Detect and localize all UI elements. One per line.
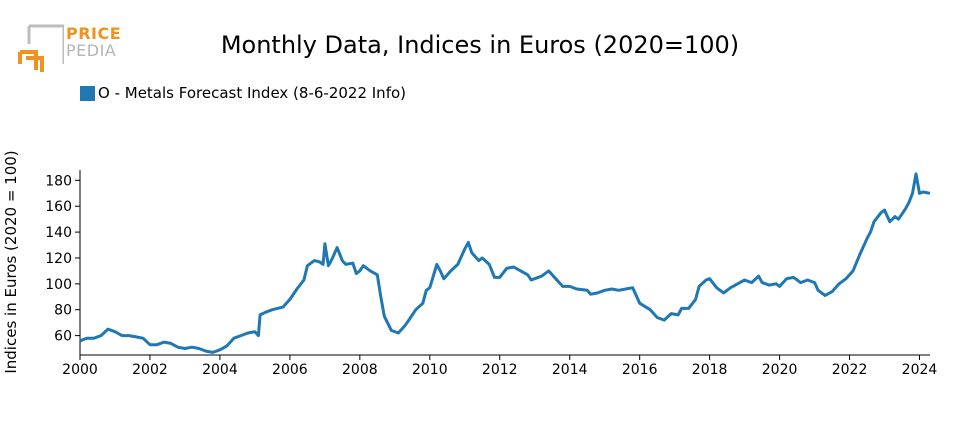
series-line bbox=[79, 172, 931, 354]
y-tick-label: 140 bbox=[45, 225, 72, 241]
chart-title: Monthly Data, Indices in Euros (2020=100… bbox=[220, 31, 740, 59]
legend[interactable]: O - Metals Forecast Index (8-6-2022 Info… bbox=[80, 84, 406, 102]
x-tick-label: 2006 bbox=[272, 362, 308, 378]
x-tick-label: 2008 bbox=[342, 362, 378, 378]
x-tick-label: 2014 bbox=[552, 362, 588, 378]
y-tick-label: 120 bbox=[45, 251, 72, 267]
chart-axes: 60 80 100 120 140 160 180 2000 2002 2004 2006 2008 2… bbox=[45, 170, 937, 378]
x-tick-label: 2004 bbox=[202, 362, 238, 378]
y-tick-label: 100 bbox=[45, 277, 72, 293]
x-tick-label: 2000 bbox=[62, 362, 98, 378]
logo-text-price: PRICE bbox=[66, 24, 122, 43]
x-tick-label: 2022 bbox=[832, 362, 868, 378]
y-tick-label: 80 bbox=[54, 303, 72, 319]
legend-swatch bbox=[80, 85, 95, 101]
pricepedia-logo: PRICE PEDIA bbox=[18, 24, 128, 74]
x-tick-label: 2010 bbox=[412, 362, 448, 378]
x-tick-label: 2024 bbox=[902, 362, 938, 378]
legend-label-series: O - Metals Forecast Index (8-6-2022 Info… bbox=[98, 84, 406, 102]
x-tick-label: 2012 bbox=[482, 362, 518, 378]
y-tick-label: 60 bbox=[54, 329, 72, 345]
x-tick-label: 2002 bbox=[132, 362, 168, 378]
y-tick-label: 160 bbox=[45, 199, 72, 215]
logo-text-pedia: PEDIA bbox=[66, 41, 117, 60]
y-tick-label: 180 bbox=[45, 173, 72, 189]
x-tick-label: 2020 bbox=[762, 362, 798, 378]
x-tick-label: 2018 bbox=[692, 362, 728, 378]
x-tick-label: 2016 bbox=[622, 362, 658, 378]
y-axis-label: Indices in Euros (2020 = 100) bbox=[2, 150, 20, 373]
